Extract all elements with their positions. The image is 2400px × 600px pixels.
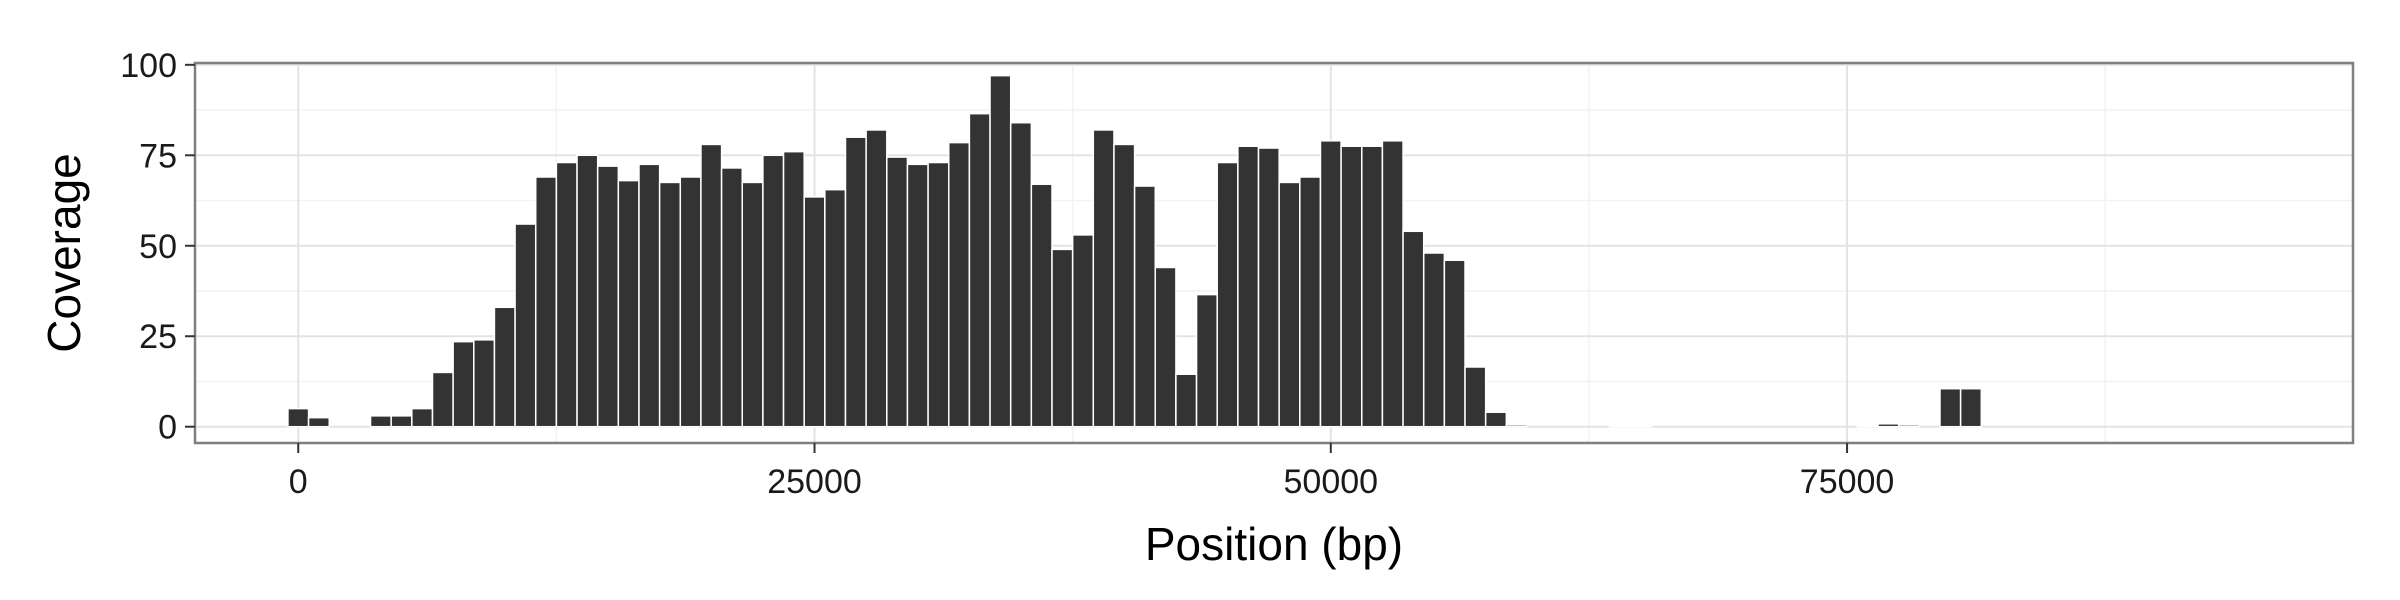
coverage-bar xyxy=(1877,423,1900,428)
coverage-bar xyxy=(700,143,723,428)
x-tick-label: 25000 xyxy=(767,463,862,501)
coverage-bar xyxy=(1237,145,1260,428)
coverage-bar xyxy=(1381,140,1404,428)
coverage-bar xyxy=(369,415,392,428)
y-tick-label: 50 xyxy=(139,228,177,266)
coverage-bar xyxy=(906,163,929,428)
coverage-bar xyxy=(1340,145,1363,428)
coverage-bar xyxy=(411,407,434,428)
coverage-bar xyxy=(1959,387,1983,428)
coverage-bar xyxy=(1257,147,1280,428)
coverage-bar xyxy=(431,371,454,428)
coverage-bar xyxy=(493,306,516,428)
coverage-bar xyxy=(1939,387,1962,428)
coverage-bar xyxy=(1113,143,1136,428)
coverage-bar xyxy=(1195,293,1218,428)
coverage-bar xyxy=(1175,373,1198,428)
coverage-bar xyxy=(617,179,640,428)
coverage-bar xyxy=(741,181,764,428)
coverage-bar xyxy=(1009,121,1033,428)
coverage-bar xyxy=(452,340,475,428)
coverage-bar xyxy=(1856,424,1879,428)
coverage-bar xyxy=(1092,129,1115,428)
coverage-bar xyxy=(473,339,496,428)
coverage-bar xyxy=(307,416,330,428)
coverage-bar xyxy=(514,223,537,428)
coverage-bar xyxy=(1422,252,1446,428)
coverage-bar xyxy=(886,156,909,428)
coverage-bar xyxy=(1319,140,1342,428)
coverage-bar xyxy=(1505,424,1528,428)
coverage-bar xyxy=(596,165,620,428)
coverage-bar xyxy=(658,181,682,428)
coverage-bar xyxy=(927,161,950,428)
coverage-bar xyxy=(968,112,991,428)
y-tick-label: 25 xyxy=(139,318,177,356)
coverage-bar xyxy=(1484,411,1508,428)
x-axis-title: Position (bp) xyxy=(1145,518,1403,570)
coverage-bar xyxy=(555,161,578,428)
coverage-bar xyxy=(534,176,558,428)
y-tick-label: 0 xyxy=(158,409,177,447)
y-axis-title: Coverage xyxy=(38,153,90,352)
coverage-bar xyxy=(287,407,310,428)
coverage-bar xyxy=(1361,145,1384,428)
coverage-bar xyxy=(720,167,743,428)
y-tick-label: 75 xyxy=(139,137,177,175)
coverage-bar xyxy=(1897,424,1921,428)
coverage-bar xyxy=(1051,248,1074,428)
x-tick-label: 75000 xyxy=(1800,463,1895,501)
coverage-bar xyxy=(1216,161,1239,428)
coverage-bar xyxy=(679,176,702,428)
coverage-bar xyxy=(1443,259,1466,428)
coverage-bar xyxy=(948,141,971,428)
coverage-bar xyxy=(1464,366,1487,428)
bars-layer xyxy=(287,74,1983,428)
coverage-bar xyxy=(1299,176,1322,428)
coverage-bar xyxy=(844,136,867,428)
coverage-bar xyxy=(1133,185,1157,428)
coverage-bar xyxy=(1608,424,1631,428)
plot-border xyxy=(193,61,2355,445)
x-tick-label: 50000 xyxy=(1284,463,1379,501)
coverage-bar xyxy=(762,154,785,428)
coverage-bar xyxy=(638,163,661,428)
coverage-bar xyxy=(1071,234,1095,428)
coverage-bar xyxy=(865,129,888,428)
coverage-bar xyxy=(576,154,599,428)
coverage-bar xyxy=(989,74,1012,428)
y-tick-label: 100 xyxy=(120,47,177,85)
coverage-bar xyxy=(824,188,847,428)
coverage-bar xyxy=(1629,424,1652,428)
coverage-bar xyxy=(1402,230,1425,428)
coverage-bar xyxy=(803,196,826,428)
coverage-bar xyxy=(390,415,413,428)
x-tick-label: 0 xyxy=(289,463,308,501)
coverage-bar xyxy=(1278,181,1301,428)
tick-labels-layer: 0 25000 50000 75000 0 25 50 75 100 xyxy=(120,47,1894,501)
coverage-bar xyxy=(1154,266,1177,428)
coverage-bar xyxy=(1030,183,1053,428)
coverage-bar xyxy=(782,150,805,428)
ticks-layer xyxy=(185,63,1849,453)
